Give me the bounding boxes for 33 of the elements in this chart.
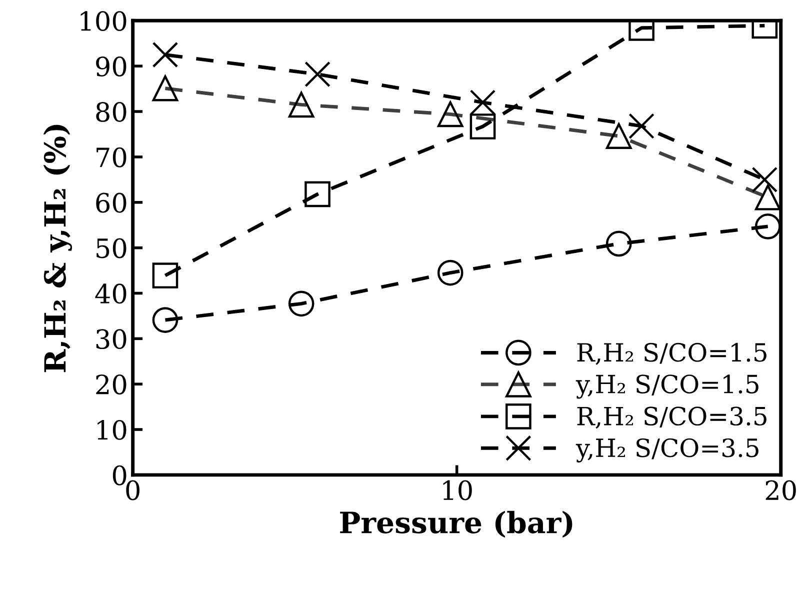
legend-label: y,H₂ S/CO=1.5 [576, 374, 758, 399]
y-tick-label: 70 [96, 147, 126, 168]
y-tick-label: 0 [112, 465, 126, 486]
point [304, 181, 330, 208]
point [304, 61, 330, 88]
y-tick-label: 90 [96, 56, 126, 76]
x-tick-label: 0 [126, 480, 140, 500]
y-tick-label: 100 [80, 11, 126, 32]
legend-label: y,H₂ S/CO=3.5 [576, 438, 758, 462]
point [152, 262, 178, 288]
point [152, 42, 178, 68]
x-tick-label: 20 [766, 480, 796, 500]
point [628, 113, 654, 139]
point [437, 260, 464, 286]
y-tick-label: 10 [98, 420, 126, 440]
y-tick-label: 40 [95, 284, 126, 304]
point [470, 90, 496, 116]
legend-label: R,H₂ S/CO=3.5 [577, 406, 766, 429]
y-tick-label: 60 [96, 192, 126, 213]
legend-label: R,H₂ S/CO=1.5 [577, 342, 766, 365]
y-axis-title: R,H₂ & y,H₂ (%) [43, 124, 72, 372]
x-axis-title: Pressure (bar) [340, 510, 572, 538]
point [152, 307, 178, 333]
point [288, 290, 314, 317]
point [754, 214, 781, 240]
point [606, 230, 632, 257]
point [470, 114, 496, 140]
y-tick-label: 80 [96, 102, 126, 122]
y-tick-label: 20 [96, 374, 126, 394]
point [752, 166, 778, 193]
x-tick-label: 10 [443, 480, 472, 500]
y-tick-label: 50 [96, 238, 126, 258]
y-tick-label: 30 [96, 329, 126, 350]
